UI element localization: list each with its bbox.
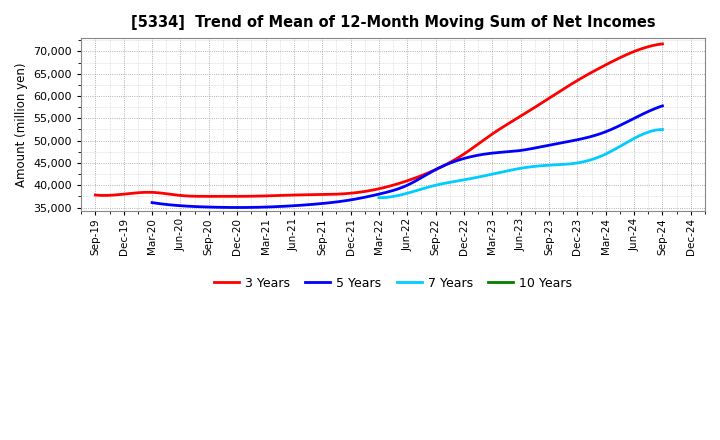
Title: [5334]  Trend of Mean of 12-Month Moving Sum of Net Incomes: [5334] Trend of Mean of 12-Month Moving … xyxy=(131,15,655,30)
Y-axis label: Amount (million yen): Amount (million yen) xyxy=(15,62,28,187)
Legend: 3 Years, 5 Years, 7 Years, 10 Years: 3 Years, 5 Years, 7 Years, 10 Years xyxy=(209,272,577,295)
